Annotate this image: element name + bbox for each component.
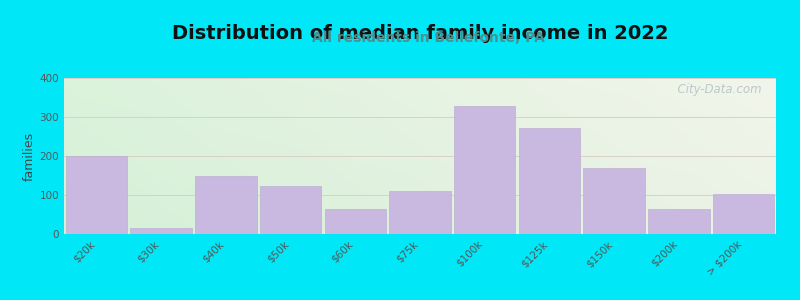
Bar: [648, 209, 710, 234]
Text: City-Data.com: City-Data.com: [670, 83, 762, 96]
Text: All residents in Bellefonte, PA: All residents in Bellefonte, PA: [311, 32, 545, 46]
Bar: [260, 186, 322, 234]
Bar: [325, 209, 386, 234]
Bar: [583, 169, 645, 234]
Bar: [713, 194, 774, 234]
Bar: [518, 128, 580, 234]
Title: Distribution of median family income in 2022: Distribution of median family income in …: [172, 24, 668, 43]
Bar: [66, 156, 127, 234]
Bar: [130, 228, 192, 234]
Bar: [195, 176, 257, 234]
Bar: [454, 106, 515, 234]
Bar: [390, 191, 450, 234]
Y-axis label: families: families: [22, 131, 35, 181]
